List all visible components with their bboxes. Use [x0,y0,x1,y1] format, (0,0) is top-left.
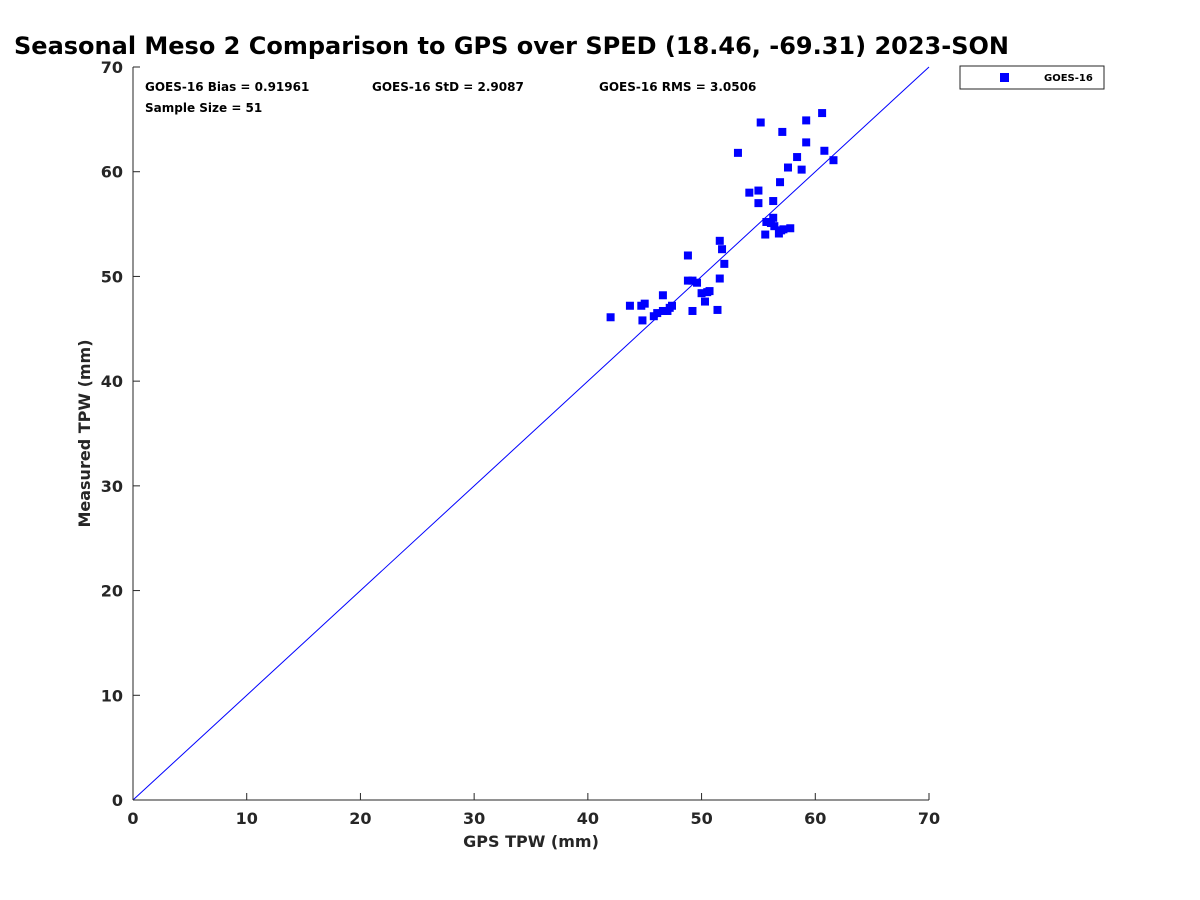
x-tick-label: 0 [127,809,138,828]
data-point [700,297,709,306]
data-point [718,245,727,254]
data-point [754,186,763,195]
legend: GOES-16 [959,65,1105,90]
data-point [745,188,754,197]
legend-marker-square [1000,73,1009,82]
data-point [797,165,806,174]
data-point [625,301,634,310]
stat-sample-size: Sample Size = 51 [145,101,262,115]
x-tick-label: 60 [804,809,826,828]
data-point [697,289,706,298]
y-tick-label: 70 [101,58,123,77]
y-tick-label: 50 [101,267,123,286]
scatter-points [606,109,838,325]
data-point [658,291,667,300]
x-axis-label: GPS TPW (mm) [463,832,599,851]
chart-title: Seasonal Meso 2 Comparison to GPS over S… [14,32,1009,60]
data-point [713,305,722,314]
data-point [720,259,729,268]
y-tick-label: 20 [101,582,123,601]
stat-std: GOES-16 StD = 2.9087 [372,80,524,94]
x-tick-label: 40 [577,809,599,828]
y-tick-label: 30 [101,477,123,496]
data-point [688,306,697,315]
data-point [783,163,792,172]
stat-rms: GOES-16 RMS = 3.0506 [599,80,756,94]
data-point [756,118,765,127]
data-point [653,309,662,318]
data-point [778,127,787,136]
y-tick-label: 0 [112,791,123,810]
x-tick-label: 70 [918,809,940,828]
x-axis-ticks: 0 10 20 30 40 50 60 70 [127,793,940,828]
data-point [829,156,838,165]
data-point [693,278,702,287]
data-point [640,299,649,308]
data-point [658,306,667,315]
data-point [762,217,771,226]
data-point [761,230,770,239]
data-point [688,276,697,285]
y-tick-label: 40 [101,372,123,391]
data-point [638,316,647,325]
data-point [683,276,692,285]
legend-box [959,65,1105,90]
x-tick-label: 20 [349,809,371,828]
x-tick-label: 30 [463,809,485,828]
data-point [683,251,692,260]
x-tick-label: 50 [690,809,712,828]
data-point [802,138,811,147]
data-point [818,109,827,118]
plot-area: 0 10 20 30 40 50 60 70 0 10 20 30 40 50 60 70 [101,58,940,828]
data-point [779,225,788,234]
data-point [668,301,677,310]
data-point [715,236,724,245]
data-point [769,213,778,222]
data-point [715,274,724,283]
y-tick-label: 60 [101,163,123,182]
data-point [820,146,829,155]
data-point [802,116,811,125]
data-point [606,313,615,322]
y-tick-label: 10 [101,686,123,705]
stat-bias: GOES-16 Bias = 0.91961 [145,80,309,94]
data-point [793,153,802,162]
y-axis-ticks: 0 10 20 30 40 50 60 70 [101,58,140,810]
data-point [776,178,785,187]
data-point [754,199,763,208]
x-tick-label: 10 [236,809,258,828]
data-point [705,287,714,296]
one-to-one-line [132,66,930,801]
data-point [769,197,778,206]
data-point [786,224,795,233]
data-point [770,222,779,231]
legend-label: GOES-16 [1044,73,1093,84]
data-point [733,148,742,157]
y-axis-label: Measured TPW (mm) [75,339,94,527]
